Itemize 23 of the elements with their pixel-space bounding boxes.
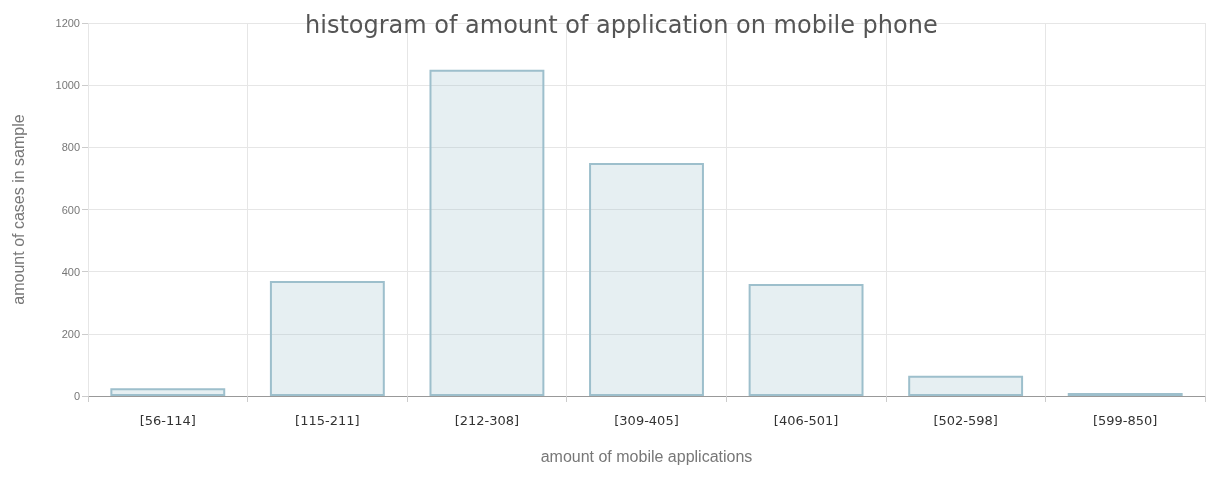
- x-tick-label: [599-850]: [1092, 413, 1158, 428]
- x-axis-title: amount of mobile applications: [540, 447, 753, 465]
- x-tick-label: [406-501]: [773, 413, 839, 428]
- bar: [110, 388, 226, 396]
- bar: [269, 280, 385, 396]
- x-tick-label: [502-598]: [933, 413, 998, 428]
- y-tick-label: 800: [61, 141, 80, 154]
- y-tick-label: 600: [61, 203, 80, 216]
- bar: [429, 69, 545, 396]
- bar: [908, 375, 1024, 396]
- bar: [589, 162, 704, 396]
- y-tick-label: 1000: [55, 79, 80, 92]
- y-axis-title: amount of cases in sample: [9, 114, 27, 305]
- x-tick-label: [212-308]: [454, 413, 520, 428]
- chart-title: histogram of amount of application on mobile phone: [305, 11, 938, 39]
- x-tick-label: [56-114]: [139, 413, 196, 428]
- bar: [748, 284, 864, 396]
- y-tick-label: 0: [73, 390, 80, 402]
- y-tick-label: 400: [61, 265, 80, 278]
- y-tick-label: 200: [61, 327, 80, 340]
- y-tick-label: 1200: [55, 17, 80, 29]
- x-tick-label: [309-405]: [614, 413, 679, 428]
- x-tick-label: [115-211]: [295, 413, 360, 428]
